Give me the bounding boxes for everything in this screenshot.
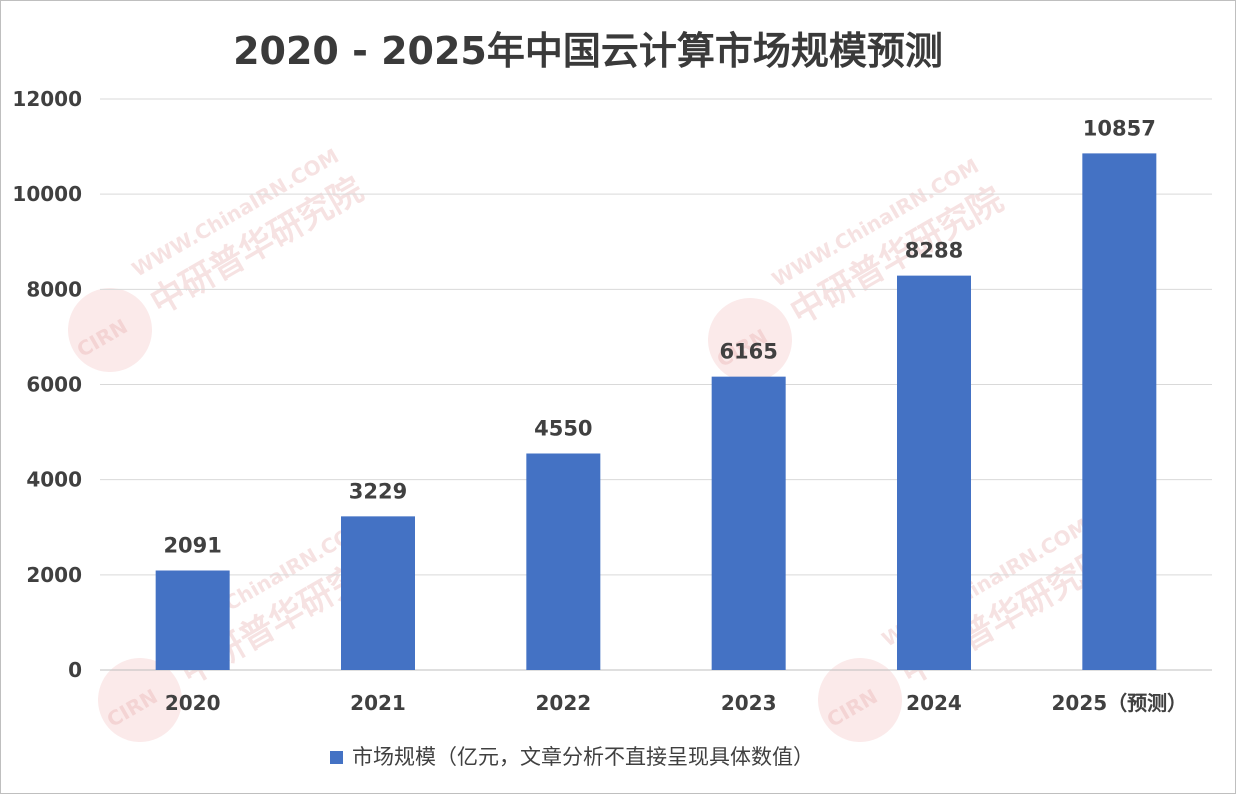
y-tick-label: 12000 — [12, 87, 82, 111]
bar — [711, 376, 786, 670]
data-label: 2091 — [163, 534, 221, 558]
y-axis: 0 2000 4000 6000 8000 10000 12000 — [12, 87, 82, 682]
data-label: 8288 — [905, 239, 963, 263]
bar — [155, 570, 230, 670]
bar — [1082, 153, 1157, 670]
legend-label: 市场规模（亿元，文章分析不直接呈现具体数值） — [352, 745, 814, 769]
x-tick-label: 2024 — [906, 691, 962, 715]
x-tick-label: 2022 — [535, 691, 591, 715]
chart-title: 2020 - 2025年中国云计算市场规模预测 — [233, 29, 943, 73]
legend-swatch — [330, 751, 343, 764]
bar — [341, 516, 415, 670]
x-tick-label: 2021 — [350, 691, 406, 715]
watermark-logo-circle — [708, 298, 792, 382]
watermark-logo-circle — [68, 288, 152, 372]
bar — [526, 453, 601, 670]
data-labels: 2091 3229 4550 6165 8288 10857 — [163, 116, 1155, 557]
x-tick-label: 2025（预测） — [1051, 691, 1187, 715]
y-tick-label: 4000 — [26, 468, 82, 492]
bar — [897, 275, 971, 670]
watermark-logo-circle — [818, 658, 902, 742]
grid-lines — [100, 98, 1212, 671]
y-tick-label: 8000 — [26, 277, 82, 301]
x-tick-label: 2020 — [165, 691, 221, 715]
y-tick-label: 6000 — [26, 373, 82, 397]
y-tick-label: 10000 — [12, 182, 82, 206]
x-tick-label: 2023 — [721, 691, 777, 715]
y-tick-label: 0 — [68, 658, 82, 682]
data-label: 10857 — [1083, 116, 1156, 140]
legend: 市场规模（亿元，文章分析不直接呈现具体数值） — [330, 745, 814, 769]
x-axis: 2020 2021 2022 2023 2024 2025（预测） — [165, 691, 1187, 715]
bars — [155, 153, 1157, 670]
y-tick-label: 2000 — [26, 563, 82, 587]
data-label: 3229 — [349, 479, 407, 503]
data-label: 4550 — [534, 416, 592, 440]
data-label: 6165 — [719, 340, 777, 364]
watermark-logo-circle — [98, 658, 182, 742]
